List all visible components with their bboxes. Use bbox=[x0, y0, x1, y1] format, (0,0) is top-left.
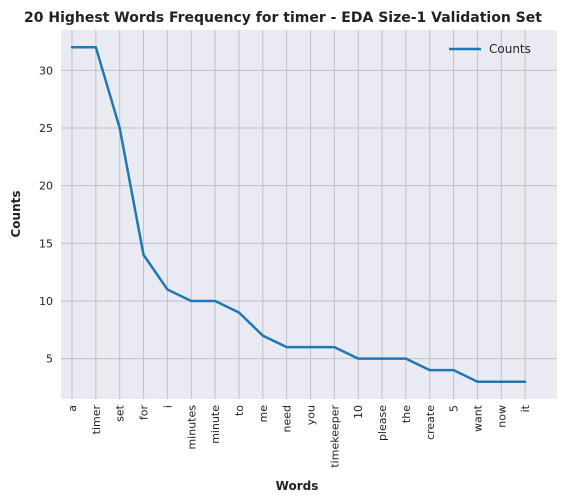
x-tick-label: to bbox=[233, 405, 246, 416]
y-tick-label: 5 bbox=[46, 353, 53, 366]
x-tick-label: minutes bbox=[185, 405, 198, 450]
y-tick-label: 15 bbox=[39, 237, 53, 250]
x-tick-label: i bbox=[161, 405, 174, 408]
chart-title: 20 Highest Words Frequency for timer - E… bbox=[24, 10, 542, 26]
x-tick-label: for bbox=[138, 405, 151, 421]
y-tick-label: 10 bbox=[39, 295, 53, 308]
series-line bbox=[70, 46, 527, 383]
x-tick-label: 5 bbox=[448, 405, 461, 412]
y-tick-label: 20 bbox=[39, 180, 53, 193]
y-tick-label: 30 bbox=[39, 64, 53, 77]
x-axis-label: Words bbox=[276, 479, 319, 493]
x-tick-label: set bbox=[114, 404, 127, 421]
x-tick-label: timer bbox=[90, 405, 103, 435]
data-lines bbox=[70, 46, 527, 383]
x-tick-label: it bbox=[519, 404, 532, 412]
x-tick-label: the bbox=[400, 405, 413, 423]
x-tick-label: want bbox=[471, 404, 484, 432]
x-tick-label: please bbox=[376, 405, 389, 441]
y-axis-label: Counts bbox=[9, 190, 23, 237]
x-tick-label: a bbox=[66, 405, 79, 412]
x-tick-label: timekeeper bbox=[328, 405, 341, 468]
x-tick-label: 10 bbox=[352, 405, 365, 419]
x-tick-label: create bbox=[424, 405, 437, 440]
legend: Counts bbox=[449, 42, 531, 56]
x-tick-label: me bbox=[257, 405, 270, 423]
x-tick-label: need bbox=[281, 405, 294, 433]
y-tick-label: 25 bbox=[39, 122, 53, 135]
x-tick-label: now bbox=[495, 405, 508, 428]
legend-label: Counts bbox=[489, 42, 531, 56]
grid bbox=[61, 30, 557, 399]
x-tick-label: minute bbox=[209, 405, 222, 444]
y-axis: 5 10 15 20 25 30 bbox=[39, 64, 53, 365]
x-tick-label: you bbox=[305, 405, 318, 425]
x-axis: a timer set for i minutes minute to me need you tim… bbox=[66, 404, 532, 467]
